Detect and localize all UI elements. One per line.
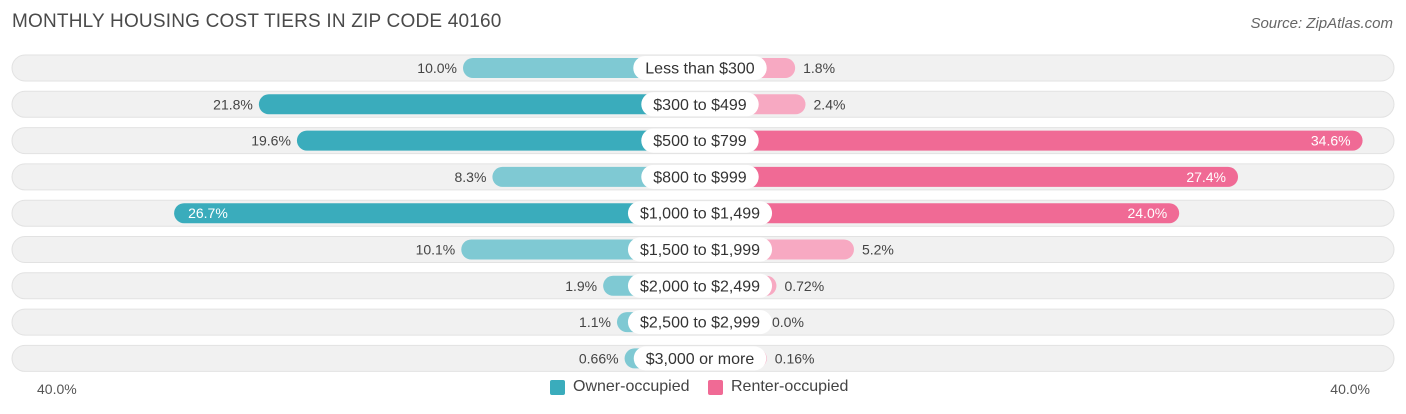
- category-label: $1,500 to $1,999: [640, 242, 760, 259]
- category-label: $3,000 or more: [646, 351, 755, 368]
- category-pill: [627, 237, 773, 262]
- category-pill: [633, 56, 767, 80]
- renter-value-label: 0.0%: [772, 314, 804, 330]
- source-credit: Source: ZipAtlas.com: [1250, 15, 1393, 32]
- renter-bar: [700, 203, 1180, 224]
- owner-swatch: [550, 379, 565, 395]
- legend-renter: Renter-occupied: [708, 378, 848, 396]
- category-pill: [627, 273, 773, 298]
- legend-owner-label: Owner-occupied: [573, 378, 690, 395]
- renter-value-label: 0.16%: [775, 350, 815, 366]
- category-label: $1,000 to $1,499: [640, 206, 760, 223]
- category-label: Less than $300: [645, 61, 755, 78]
- renter-value-label: 27.4%: [1186, 169, 1226, 185]
- owner-value-label: 0.66%: [579, 350, 619, 366]
- owner-value-label: 26.7%: [188, 205, 228, 221]
- owner-bar: [258, 94, 700, 115]
- category-label: $800 to $999: [653, 169, 747, 186]
- renter-value-label: 1.8%: [803, 60, 835, 76]
- category-label: $2,500 to $2,999: [640, 315, 760, 332]
- renter-swatch: [708, 379, 723, 395]
- renter-value-label: 24.0%: [1127, 205, 1167, 221]
- renter-bar: [700, 130, 1363, 151]
- owner-bar: [174, 203, 701, 224]
- axis-left-label: 40.0%: [37, 381, 77, 397]
- renter-value-label: 2.4%: [814, 96, 846, 112]
- owner-value-label: 10.0%: [417, 60, 457, 76]
- owner-value-label: 1.9%: [565, 278, 597, 294]
- category-pill: [627, 310, 773, 335]
- axis-right-label: 40.0%: [1330, 381, 1370, 397]
- renter-value-label: 34.6%: [1311, 133, 1351, 149]
- owner-value-label: 8.3%: [454, 169, 486, 185]
- legend-renter-label: Renter-occupied: [731, 378, 849, 395]
- owner-value-label: 19.6%: [251, 133, 291, 149]
- owner-value-label: 1.1%: [579, 314, 611, 330]
- legend-owner: Owner-occupied: [550, 378, 690, 396]
- legend: Owner-occupied Renter-occupied: [0, 378, 1406, 400]
- category-label: $500 to $799: [653, 133, 747, 150]
- owner-value-label: 10.1%: [416, 242, 456, 258]
- category-pill: [641, 92, 759, 117]
- category-label: $300 to $499: [653, 97, 747, 114]
- owner-bar: [296, 130, 700, 151]
- category-pill: [627, 201, 773, 226]
- category-pill: [641, 164, 759, 189]
- category-label: $2,000 to $2,499: [640, 278, 760, 295]
- chart-title: MONTHLY HOUSING COST TIERS IN ZIP CODE 4…: [12, 11, 502, 32]
- owner-value-label: 21.8%: [213, 96, 253, 112]
- category-pill: [633, 346, 767, 371]
- renter-value-label: 0.72%: [784, 278, 824, 294]
- renter-bar: [700, 166, 1239, 187]
- category-pill: [641, 128, 759, 153]
- renter-value-label: 5.2%: [862, 242, 894, 258]
